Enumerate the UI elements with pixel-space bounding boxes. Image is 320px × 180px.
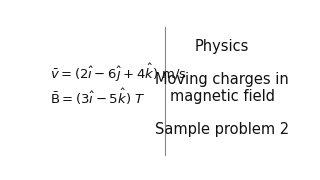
Text: Moving charges in
magnetic field: Moving charges in magnetic field <box>156 72 289 104</box>
Text: Sample problem 2: Sample problem 2 <box>155 122 289 137</box>
Text: Physics: Physics <box>195 39 250 54</box>
Text: $\bar{v} = (2\hat{\imath} - 6\hat{\jmath} + 4\hat{k})\ \mathrm{m/s}$: $\bar{v} = (2\hat{\imath} - 6\hat{\jmath… <box>50 62 187 84</box>
Text: $\bar{\mathrm{B}} = (3\hat{\imath} - 5\hat{k})\ T$: $\bar{\mathrm{B}} = (3\hat{\imath} - 5\h… <box>50 86 145 107</box>
